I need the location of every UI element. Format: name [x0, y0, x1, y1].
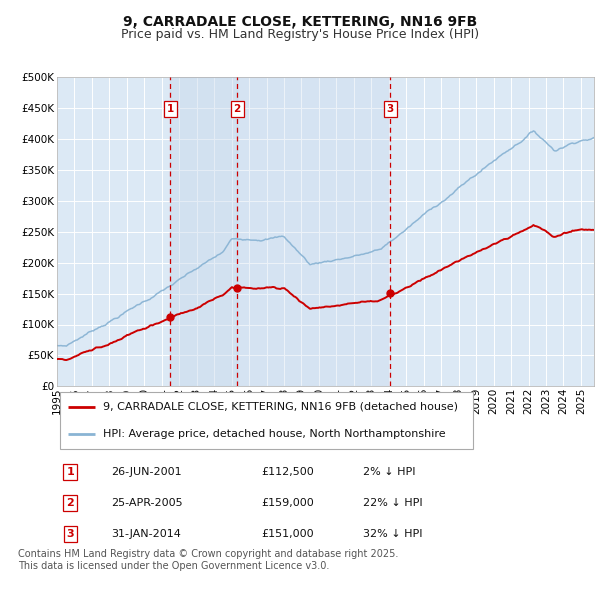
Text: 25-APR-2005: 25-APR-2005 — [111, 498, 182, 508]
Text: Price paid vs. HM Land Registry's House Price Index (HPI): Price paid vs. HM Land Registry's House … — [121, 28, 479, 41]
Bar — [170, 77, 237, 386]
Text: 26-JUN-2001: 26-JUN-2001 — [111, 467, 181, 477]
Text: 31-JAN-2014: 31-JAN-2014 — [111, 529, 181, 539]
Text: 1: 1 — [167, 104, 174, 114]
Text: Contains HM Land Registry data © Crown copyright and database right 2025.: Contains HM Land Registry data © Crown c… — [18, 549, 398, 559]
Text: 3: 3 — [67, 529, 74, 539]
Text: £159,000: £159,000 — [261, 498, 314, 508]
Text: HPI: Average price, detached house, North Northamptonshire: HPI: Average price, detached house, Nort… — [103, 429, 445, 439]
Bar — [237, 77, 390, 386]
Text: 32% ↓ HPI: 32% ↓ HPI — [363, 529, 422, 539]
FancyBboxPatch shape — [59, 392, 473, 449]
Text: 9, CARRADALE CLOSE, KETTERING, NN16 9FB (detached house): 9, CARRADALE CLOSE, KETTERING, NN16 9FB … — [103, 402, 458, 412]
Text: 1: 1 — [67, 467, 74, 477]
Text: 22% ↓ HPI: 22% ↓ HPI — [363, 498, 423, 508]
Text: 9, CARRADALE CLOSE, KETTERING, NN16 9FB: 9, CARRADALE CLOSE, KETTERING, NN16 9FB — [123, 15, 477, 29]
Text: This data is licensed under the Open Government Licence v3.0.: This data is licensed under the Open Gov… — [18, 561, 329, 571]
Text: 2: 2 — [67, 498, 74, 508]
Text: 3: 3 — [386, 104, 394, 114]
Text: 2: 2 — [233, 104, 241, 114]
Text: 2% ↓ HPI: 2% ↓ HPI — [363, 467, 416, 477]
Text: £112,500: £112,500 — [261, 467, 314, 477]
Text: £151,000: £151,000 — [261, 529, 314, 539]
